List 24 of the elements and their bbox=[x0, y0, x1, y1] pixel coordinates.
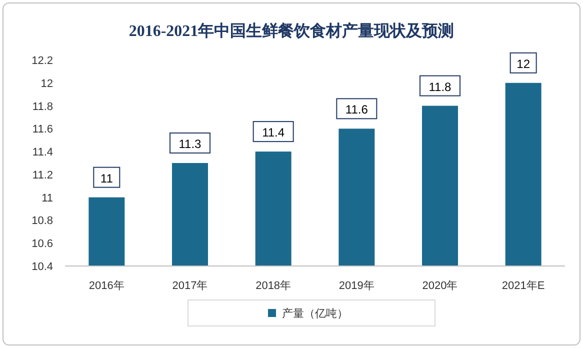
y-tick-label: 10.6 bbox=[32, 238, 53, 250]
legend-label: 产量（亿吨） bbox=[282, 307, 348, 320]
y-tick-label: 12 bbox=[40, 78, 53, 90]
data-label: 11.6 bbox=[345, 102, 368, 117]
x-tick-label: 2019年 bbox=[338, 280, 374, 292]
y-tick-label: 11.2 bbox=[32, 169, 53, 182]
y-tick-label: 10.8 bbox=[32, 215, 53, 228]
x-tick-label: 2020年 bbox=[422, 280, 458, 292]
y-tick-label: 11.4 bbox=[32, 146, 53, 159]
y-tick-label: 10.4 bbox=[32, 261, 53, 273]
y-tick-label: 12.2 bbox=[32, 55, 53, 67]
data-label: 11.4 bbox=[262, 126, 285, 140]
x-tick-label: 2016年 bbox=[88, 280, 124, 292]
y-tick-label: 11 bbox=[42, 192, 53, 204]
x-tick-label: 2017年 bbox=[172, 280, 208, 292]
x-tick-label: 2018年 bbox=[256, 280, 292, 292]
x-tick-label: 2021年E bbox=[502, 280, 545, 292]
y-tick-label: 11.8 bbox=[32, 100, 53, 113]
data-label: 11.3 bbox=[178, 137, 202, 151]
data-label: 11.8 bbox=[428, 80, 452, 94]
data-label: 11 bbox=[100, 171, 114, 186]
y-tick-label: 11.6 bbox=[32, 124, 53, 136]
chart-title: 2016-2021年中国生鲜餐饮食材产量现状及预测 bbox=[128, 22, 454, 40]
data-label: 12 bbox=[516, 56, 530, 71]
